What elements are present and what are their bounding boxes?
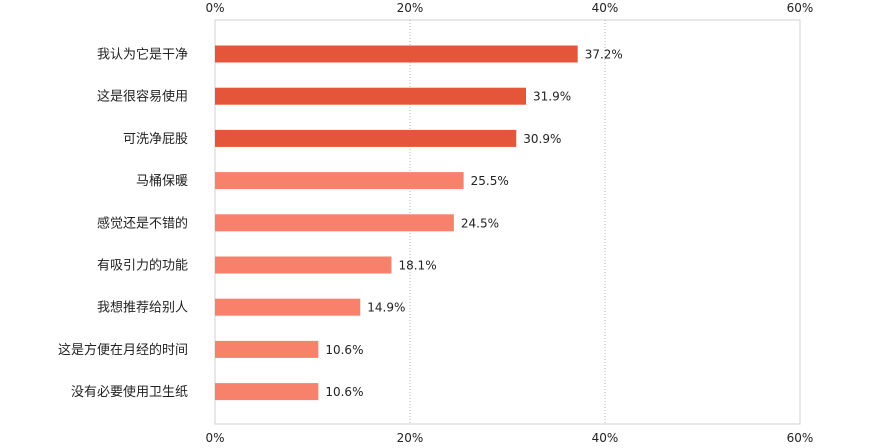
bar xyxy=(215,383,319,401)
value-label: 18.1% xyxy=(398,259,436,273)
category-label: 没有必要使用卫生纸 xyxy=(71,384,188,400)
category-label: 我认为它是干净 xyxy=(97,47,188,63)
value-label: 25.5% xyxy=(471,174,509,188)
value-label: 10.6% xyxy=(325,343,363,357)
value-label: 10.6% xyxy=(325,385,363,399)
category-label: 可洗净屁股 xyxy=(123,132,188,147)
x-tick-label-top: 20% xyxy=(397,1,424,15)
bar xyxy=(215,214,454,232)
x-tick-label-bottom: 20% xyxy=(397,431,424,444)
category-label: 马桶保暖 xyxy=(136,174,188,189)
x-tick-label-top: 0% xyxy=(205,1,224,15)
x-tick-label-top: 40% xyxy=(592,1,619,15)
bar xyxy=(215,340,319,358)
bar xyxy=(215,256,392,274)
category-label: 感觉还是不错的 xyxy=(97,215,188,231)
category-label: 我想推荐给别人 xyxy=(97,300,188,316)
value-label: 14.9% xyxy=(367,301,405,315)
bar xyxy=(215,45,578,63)
bar xyxy=(215,129,517,147)
value-label: 31.9% xyxy=(533,90,571,104)
x-tick-label-bottom: 40% xyxy=(592,431,619,444)
category-label: 这是方便在月经的时间 xyxy=(58,342,188,358)
category-label: 这是很容易使用 xyxy=(97,89,188,105)
bar xyxy=(215,298,361,316)
x-tick-label-bottom: 0% xyxy=(205,431,224,444)
value-label: 30.9% xyxy=(523,132,561,146)
value-label: 37.2% xyxy=(585,48,623,62)
value-label: 24.5% xyxy=(461,216,499,230)
category-label: 有吸引力的功能 xyxy=(97,258,188,274)
bar xyxy=(215,172,464,190)
x-tick-label-top: 60% xyxy=(787,1,814,15)
x-tick-label-bottom: 60% xyxy=(787,431,814,444)
bar xyxy=(215,87,527,105)
